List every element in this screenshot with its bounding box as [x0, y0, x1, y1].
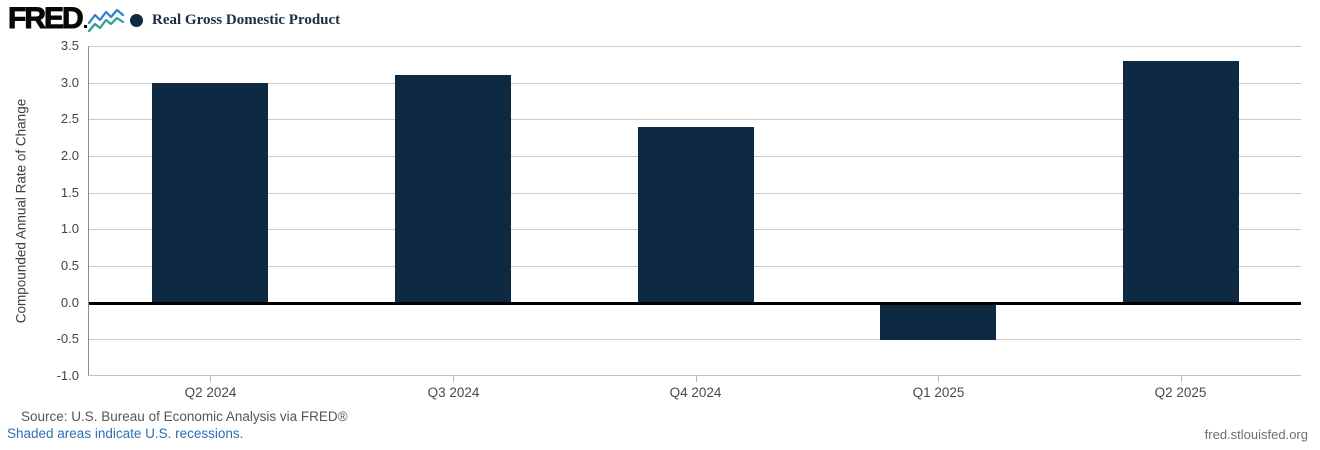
x-axis-label-q3-2024: Q3 2024	[427, 385, 480, 400]
y-tick-label-1.0: 1.0	[60, 221, 79, 236]
y-tick-label--1.0: -1.0	[56, 368, 79, 383]
x-axis-tick	[453, 376, 454, 382]
y-tick-label-3.5: 3.5	[60, 38, 79, 53]
y-tick-label-2.0: 2.0	[60, 148, 79, 163]
y-tick-label-1.5: 1.5	[60, 185, 79, 200]
y-axis-title: Compounded Annual Rate of Change	[13, 98, 29, 324]
bar-q2-2024[interactable]	[152, 83, 268, 303]
x-axis-tick	[696, 376, 697, 382]
fred-sparkline-icon	[87, 8, 125, 33]
gridline-3.5	[89, 46, 1301, 47]
x-axis-label-q1-2025: Q1 2025	[912, 385, 965, 400]
y-tick-label-3.0: 3.0	[60, 75, 79, 90]
source-text: Source: U.S. Bureau of Economic Analysis…	[21, 409, 348, 424]
y-tick-label--0.5: -0.5	[56, 331, 79, 346]
legend: Real Gross Domestic Product	[130, 11, 340, 29]
zero-line	[89, 302, 1301, 305]
x-axis-tick	[938, 376, 939, 382]
legend-series-label[interactable]: Real Gross Domestic Product	[152, 11, 341, 28]
y-tick-label-0.5: 0.5	[60, 258, 79, 273]
gridline-2.5	[89, 119, 1301, 120]
bar-q2-2025[interactable]	[1123, 61, 1239, 303]
bar-q3-2024[interactable]	[395, 75, 511, 302]
bar-q4-2024[interactable]	[638, 127, 754, 303]
fred-logo[interactable]: FRED	[8, 2, 87, 36]
x-axis-label-q4-2024: Q4 2024	[669, 385, 722, 400]
x-axis-tick	[210, 376, 211, 382]
gridline--0.5	[89, 339, 1301, 340]
plot-area: Q2 2024 Q3 2024 Q4 2024 Q1 2025 Q2 2025	[88, 46, 1301, 400]
fred-site-url[interactable]: fred.stlouisfed.org	[1204, 427, 1308, 442]
x-axis-label-q2-2024: Q2 2024	[184, 385, 237, 400]
series-marker-icon	[130, 13, 143, 27]
recessions-link[interactable]: Shaded areas indicate U.S. recessions.	[7, 426, 244, 441]
y-tick-label-2.5: 2.5	[60, 111, 79, 126]
bar-q1-2025[interactable]	[880, 303, 996, 340]
x-axis-tick	[1181, 376, 1182, 382]
fred-logo-text: FRED	[8, 2, 85, 36]
x-axis-label-q2-2025: Q2 2025	[1154, 385, 1207, 400]
y-tick-label-0.0: 0.0	[60, 295, 79, 310]
gridline-3.0	[89, 83, 1301, 84]
fred-logo-registered-mark	[83, 25, 87, 28]
